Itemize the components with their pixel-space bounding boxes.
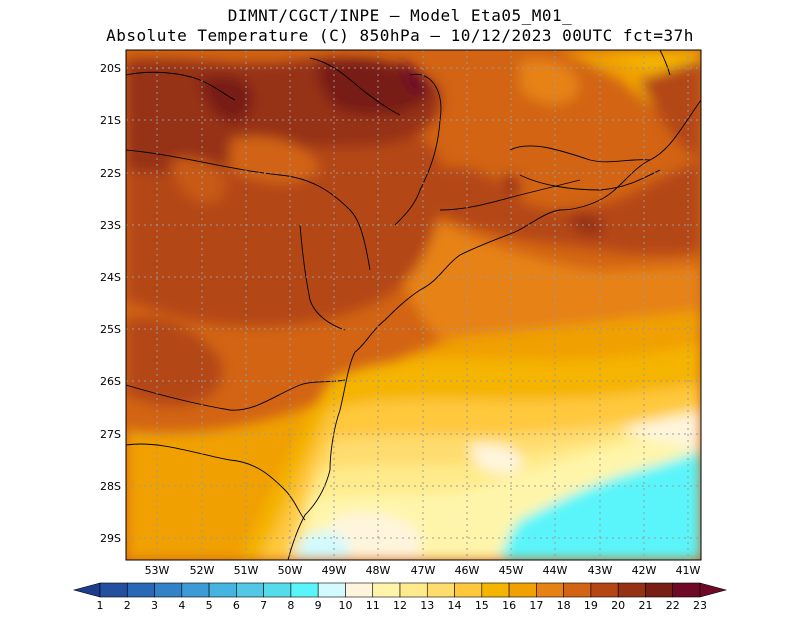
lat-label: 25S [100,323,121,336]
colorbar-label: 21 [638,599,652,612]
colorbar-swatch [536,582,564,598]
colorbar-swatch [481,582,510,598]
colorbar-label: 11 [366,599,380,612]
colorbar-label: 3 [151,599,158,612]
colorbar-swatch [672,582,701,598]
map-title-line2: Absolute Temperature (C) 850hPa — 10/12/… [106,26,694,45]
colorbar-label: 23 [693,599,707,612]
colorbar-label: 20 [611,599,625,612]
lon-label: 52W [190,564,215,577]
lon-label: 50W [278,564,303,577]
lat-label: 28S [100,480,121,493]
lon-label: 41W [676,564,701,577]
colorbar-swatch [154,582,183,598]
lon-label: 53W [145,564,170,577]
lat-label: 22S [100,167,121,180]
lat-lon-grid [126,50,701,560]
lat-label: 21S [100,114,121,127]
colorbar-swatch [126,582,155,598]
colorbar-swatch [208,582,237,598]
colorbar-swatch [563,582,592,598]
coastline-borders [126,50,701,560]
colorbar-swatch [99,582,128,598]
colorbar-swatch [399,582,428,598]
colorbar-label: 15 [475,599,489,612]
map-title-line1: DIMNT/CGCT/INPE — Model Eta05_M01_ [227,6,573,25]
colorbar-label: 14 [448,599,462,612]
colorbar: 1 2 3 4 5 6 7 8 9 10 11 12 13 14 15 16 17 18 19 20 21 22 23 [72,582,728,612]
colorbar-label: 2 [124,599,131,612]
colorbar-swatch [236,582,264,598]
lon-label: 51W [234,564,259,577]
lon-label: 47W [411,564,436,577]
colorbar-label: 19 [584,599,598,612]
temperature-field [126,50,701,560]
colorbar-label: 8 [287,599,294,612]
lon-label: 43W [588,564,613,577]
colorbar-swatch [590,582,619,598]
colorbar-swatch [263,582,292,598]
colorbar-swatch [454,582,483,598]
latitude-labels: 20S 21S 22S 23S 24S 25S 26S 27S 28S 29S [100,62,121,545]
longitude-labels: 53W 52W 51W 50W 49W 48W 47W 46W 45W 44W … [145,564,701,577]
colorbar-label: 18 [557,599,571,612]
colorbar-swatch [290,582,319,598]
colorbar-label: 1 [97,599,104,612]
colorbar-label: 9 [315,599,322,612]
colorbar-label: 17 [529,599,543,612]
colorbar-label: 10 [338,599,352,612]
colorbar-label: 16 [502,599,516,612]
lon-label: 44W [543,564,568,577]
lon-label: 49W [322,564,347,577]
lon-label: 46W [455,564,480,577]
lat-label: 29S [100,532,121,545]
colorbar-arrow-high [699,582,728,598]
colorbar-swatch [372,582,401,598]
colorbar-label: 4 [178,599,185,612]
colorbar-label: 13 [420,599,434,612]
colorbar-swatch [617,582,646,598]
colorbar-label: 6 [233,599,240,612]
colorbar-swatch [345,582,374,598]
lon-label: 48W [366,564,391,577]
lat-label: 26S [100,375,121,388]
colorbar-label: 22 [666,599,680,612]
colorbar-arrow-low [72,582,101,598]
colorbar-label: 5 [206,599,213,612]
lat-label: 27S [100,428,121,441]
colorbar-swatch [317,582,346,598]
lat-label: 23S [100,219,121,232]
colorbar-label: 7 [260,599,267,612]
lon-label: 45W [499,564,524,577]
lon-label: 42W [632,564,657,577]
map-frame [125,49,702,561]
lat-label: 20S [100,62,121,75]
lat-label: 24S [100,271,121,284]
colorbar-swatch [508,582,537,598]
colorbar-swatch [645,582,674,598]
colorbar-label: 12 [393,599,407,612]
colorbar-swatch [181,582,210,598]
colorbar-swatch [426,582,455,598]
